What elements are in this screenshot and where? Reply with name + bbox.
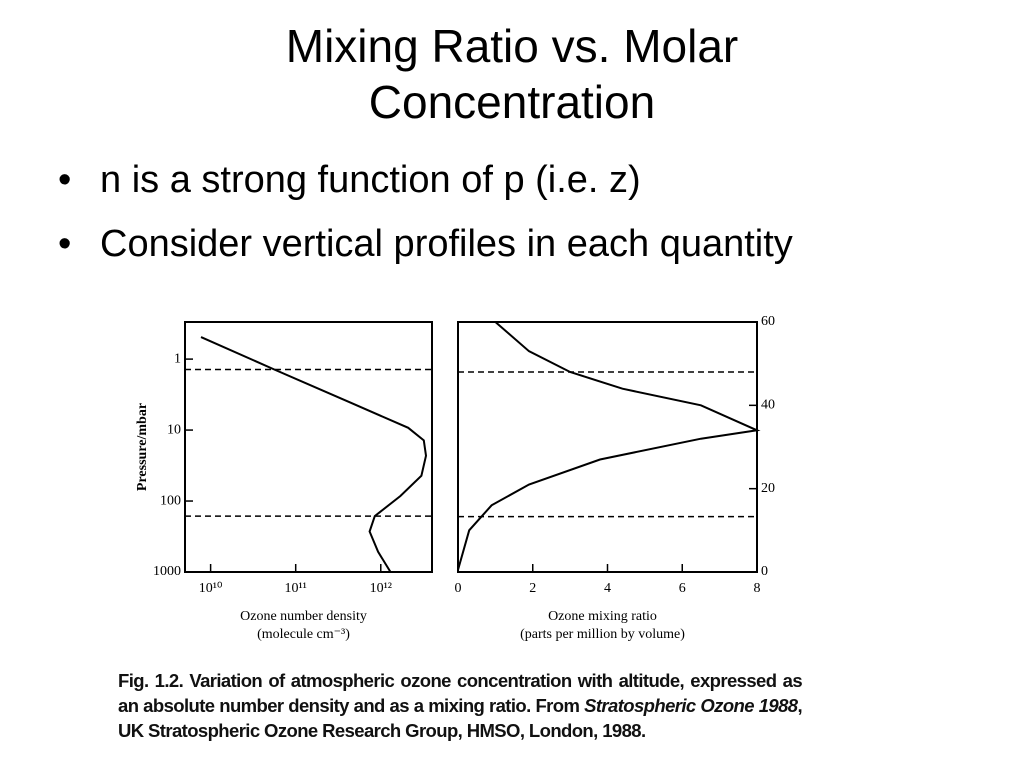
y-tick-label: 60 [761,314,775,329]
slide-title: Mixing Ratio vs. Molar Concentration [0,18,1024,130]
plot-frame [457,321,758,573]
bullet: Consider vertical profiles in each quant… [58,216,793,280]
caption: Fig. 1.2. Variation of atmospheric ozone… [118,668,803,743]
x-tick-label: 0 [455,581,462,596]
x-axis-label: Ozone number density [240,609,367,624]
title-line: Mixing Ratio vs. Molar [285,20,739,72]
profile-line [457,321,761,571]
profile-line [200,336,428,573]
x-axis-label: (parts per million by volume) [520,627,685,642]
y-tick-label: 1 [174,351,181,366]
caption-text: Variation of atmospheric ozone concentra… [118,670,803,716]
x-tick-label: 6 [679,581,686,596]
caption-text: , UK Stratospheric Ozone Research Group,… [118,695,803,741]
y-tick-label: 0 [761,564,768,579]
y-tick-label: 10 [167,422,181,437]
x-tick-label: 4 [604,581,611,596]
x-axis-label: (molecule cm⁻³) [257,627,350,642]
x-tick-label: 10¹¹ [284,581,306,596]
caption-label: Fig. 1.2. [118,670,184,691]
x-tick-label: 10¹² [370,581,392,596]
y-tick-label: 100 [160,493,181,508]
bullet: n is a strong function of p (i.e. z) [58,152,793,216]
x-tick-label: 2 [529,581,536,596]
x-tick-label: 8 [754,581,761,596]
plot-frame [184,321,433,573]
y-tick-label: 40 [761,398,775,413]
y-tick-label: 20 [761,481,775,496]
y-tick-label: 1000 [153,564,181,579]
caption-source: Stratospheric Ozone 1988 [584,695,798,716]
bullet-list: n is a strong function of p (i.e. z) Con… [58,152,793,280]
title-line: Concentration [368,76,656,128]
x-axis-label: Ozone mixing ratio [548,609,657,624]
x-tick-label: 10¹⁰ [199,581,223,596]
y-axis-label: Pressure/mbar [135,403,150,491]
